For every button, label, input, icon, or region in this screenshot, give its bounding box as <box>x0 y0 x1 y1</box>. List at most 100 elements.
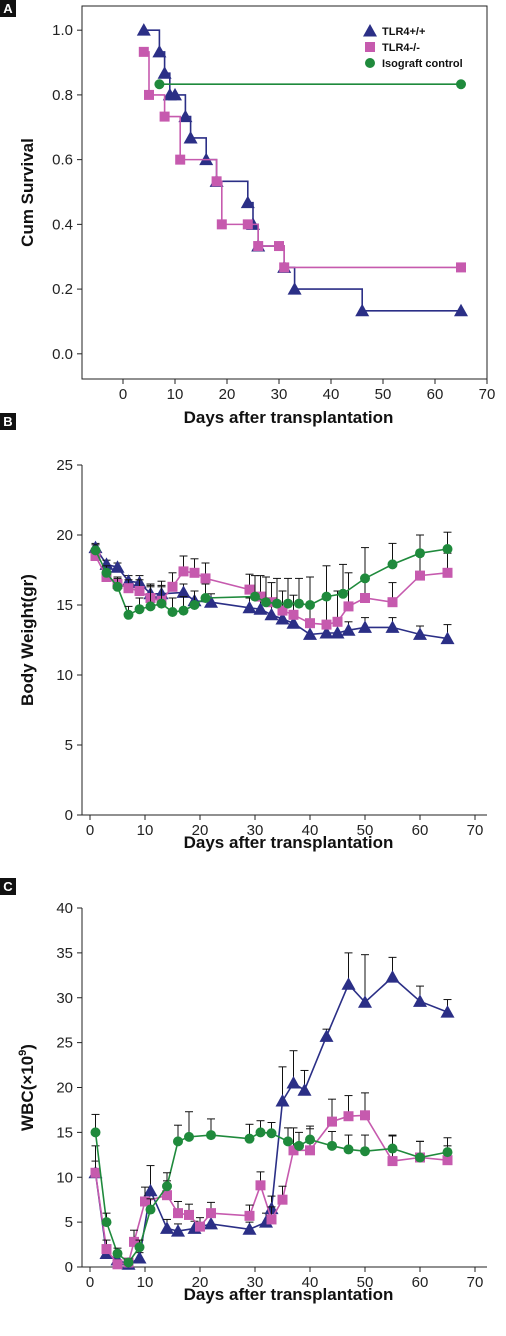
y-label-end: ) <box>18 1044 37 1050</box>
y-label-base: WBC(×10 <box>18 1056 37 1131</box>
legend: TLR4+/+ TLR4-/- Isograft control <box>363 24 463 70</box>
panel-b-y-tick-label: 25 <box>56 457 73 474</box>
panel-b-data-point <box>189 600 200 610</box>
panel-c-data-point <box>162 1181 172 1192</box>
panel-c-data-point <box>442 1155 453 1166</box>
panel-c-x-tick-label: 0 <box>86 1274 94 1291</box>
panel-c-data-point <box>244 1133 255 1144</box>
panel-c-data-point <box>415 1152 425 1163</box>
panel-b-data-point <box>134 604 145 615</box>
panel-b-data-point <box>341 623 356 636</box>
panel-b-x-tick-label: 70 <box>467 822 484 839</box>
panel-b-data-point <box>283 598 293 609</box>
panel-b-x-tick-label: 50 <box>357 822 374 839</box>
panel-c-data-point <box>358 995 372 1008</box>
panel-c-y-tick-label: 15 <box>56 1124 73 1141</box>
panel-a-x-axis-label: Days after transplantation <box>184 408 394 427</box>
panel-c-data-point <box>90 1167 101 1178</box>
panel-c-series-isograft <box>90 1111 453 1268</box>
panel-a-data-point <box>456 262 466 273</box>
panel-a-y-tick-label: 1.0 <box>52 22 73 39</box>
panel-a-data-point <box>454 303 468 317</box>
panel-b-data-point <box>242 600 257 614</box>
panel-c-data-point <box>129 1236 139 1247</box>
panel-c-data-point <box>327 1116 337 1127</box>
panel-b-data-point <box>123 609 134 620</box>
panel-b-y-tick-label: 0 <box>65 807 73 824</box>
panel-c-data-point <box>171 1224 185 1237</box>
panel-a-series-isograft <box>154 79 466 90</box>
panel-c-series-tlr4_ko <box>90 1092 453 1270</box>
panel-c-data-point <box>385 970 400 983</box>
panel-c-data-point <box>206 1208 216 1219</box>
panel-c-y-tick-label: 40 <box>56 900 73 917</box>
panel-c-data-point <box>206 1130 216 1141</box>
panel-c-data-point <box>184 1131 194 1142</box>
panel-a-tag: A <box>3 1 13 16</box>
panel-b-y-tick-label: 15 <box>56 597 73 614</box>
panel-c-data-point <box>184 1209 194 1220</box>
panel-c-data-point <box>305 1134 315 1145</box>
panel-a-x-tick-label: 50 <box>375 386 392 403</box>
panel-b-data-point <box>321 591 332 602</box>
legend-marker-tlr4_wt <box>363 24 377 37</box>
panel-b-data-point <box>261 597 271 608</box>
panel-c-data-point <box>277 1194 288 1205</box>
panel-b-data-point <box>145 601 156 612</box>
panel-c-y-tick-label: 20 <box>56 1080 73 1097</box>
panel-c-data-point <box>294 1140 304 1151</box>
panel-a-frame <box>81 5 488 380</box>
panel-a-data-point <box>287 282 302 295</box>
panel-b-data-point <box>250 591 260 602</box>
panel-b-data-point <box>360 593 370 603</box>
panel-a-data-point <box>178 109 193 123</box>
panel-a-x-tick-label: 20 <box>219 386 236 403</box>
panel-b-series-tlr4_wt <box>88 540 455 645</box>
panel-a-y-axis-label: Cum Survival <box>18 138 37 247</box>
panel-c-x-tick-label: 70 <box>467 1274 484 1291</box>
panel-a-data-point <box>159 111 170 122</box>
panel-a-x-tick-label: 10 <box>167 386 184 403</box>
panel-a-y-tick-label: 0.6 <box>52 152 73 169</box>
panel-b-x-tick-label: 10 <box>137 822 154 839</box>
panel-a-data-point <box>216 219 227 230</box>
panel-c-tag-box <box>0 878 16 895</box>
panel-b-data-point <box>134 586 145 596</box>
panel-a-data-point <box>242 219 253 230</box>
panel-b-x-axis-label: Days after transplantation <box>184 833 394 852</box>
panel-c-x-tick-label: 20 <box>192 1274 209 1291</box>
panel-c-data-point <box>442 1147 453 1158</box>
panel-a-data-point <box>138 46 149 57</box>
panel-c-data-point <box>343 1111 354 1122</box>
panel-b-data-point <box>90 545 101 556</box>
panel-c-y-tick-label: 25 <box>56 1035 73 1052</box>
panel-c-data-point <box>112 1248 123 1259</box>
panel-b-data-point <box>338 588 348 599</box>
panel-b-data-point <box>358 620 372 633</box>
panel-b-data-point <box>413 627 427 640</box>
panel-a-data-point <box>456 79 466 90</box>
panel-b-y-tick-label: 20 <box>56 527 73 544</box>
panel-a-y-tick-label: 0.4 <box>52 216 73 233</box>
panel-a-data-point <box>211 176 222 187</box>
panel-a-x-tick-label: 0 <box>119 386 127 403</box>
panel-b-x-tick-label: 40 <box>302 822 319 839</box>
panel-c-data-point <box>145 1204 156 1215</box>
panel-c-data-point <box>413 994 427 1007</box>
panel-c-y-tick-label: 5 <box>65 1214 73 1231</box>
panel-c-data-point <box>132 1251 147 1264</box>
panel-b-data-point <box>442 567 453 578</box>
panel-c-data-point <box>343 1144 354 1155</box>
panel-a-data-point <box>152 44 167 58</box>
panel-a-x-tick-label: 40 <box>323 386 340 403</box>
panel-c-y-tick-label: 30 <box>56 990 73 1007</box>
panel-b-series-isograft <box>90 531 453 620</box>
panel-c-y-axis-label: WBC(×109) <box>17 1044 37 1131</box>
panel-c-data-point <box>360 1110 370 1121</box>
panel-a-data-point <box>175 154 186 165</box>
panel-c-data-point <box>341 977 356 990</box>
panel-b-x-tick-label: 60 <box>412 822 429 839</box>
panel-c-data-point <box>266 1128 277 1139</box>
panel-c-data-point <box>134 1242 145 1253</box>
